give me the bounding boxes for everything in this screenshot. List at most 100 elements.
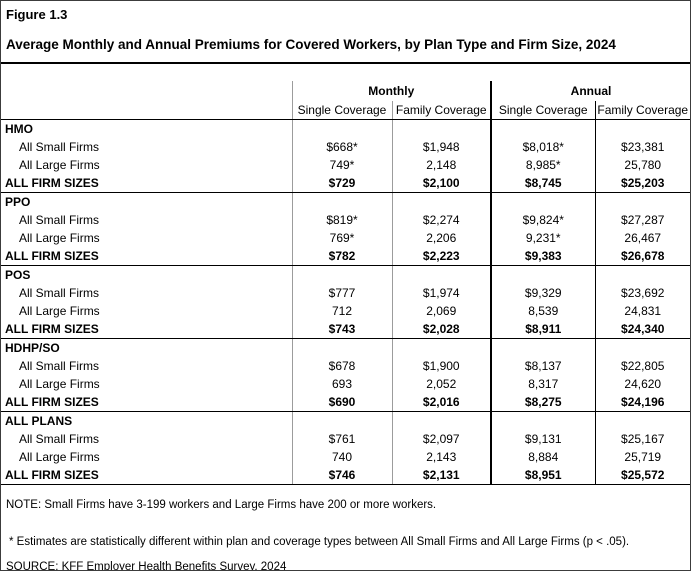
value-cell: $761 — [292, 430, 393, 448]
cell-empty — [292, 411, 393, 430]
column-header-annual-family: Family Coverage — [595, 101, 690, 120]
value-cell: $9,824* — [491, 211, 596, 229]
value-cell: 749* — [292, 156, 393, 174]
table-row: All Large Firms 693 2,052 8,317 24,620 — [1, 375, 690, 393]
value-cell: $23,381 — [621, 140, 665, 154]
value-cell: $1,974 — [392, 284, 492, 302]
table-total-row: ALL FIRM SIZES $782 $2,223 $9,383 $26,67… — [1, 247, 690, 266]
value-cell: $2,097 — [392, 430, 492, 448]
cell-empty — [491, 192, 596, 211]
cell-empty — [392, 192, 492, 211]
column-header-monthly-family: Family Coverage — [392, 101, 492, 120]
value-cell: $8,745 — [491, 174, 596, 193]
row-label: ALL FIRM SIZES — [1, 393, 293, 412]
row-label: All Large Firms — [1, 302, 293, 320]
cell-empty — [491, 338, 596, 357]
value-cell: 8,317 — [491, 375, 596, 393]
value-cell: $1,948 — [392, 138, 492, 156]
value-cell: 25,780 — [624, 158, 662, 172]
section-name: PPO — [1, 192, 293, 211]
section-header-row: POS — [1, 265, 690, 285]
section-header-row: HDHP/SO — [1, 338, 690, 358]
value-cell: $8,275 — [491, 393, 596, 412]
table-total-row: ALL FIRM SIZES $729 $2,100 $8,745 $25,20… — [1, 174, 690, 193]
cell-empty — [292, 338, 393, 357]
cell-empty — [491, 119, 596, 138]
value-cell: $2,223 — [392, 247, 492, 266]
value-cell: $24,196 — [595, 393, 690, 412]
cell-empty — [595, 412, 690, 431]
cell-empty — [292, 265, 393, 284]
value-cell: $8,018* — [491, 138, 596, 156]
table-row: All Large Firms 740 2,143 8,884 25,719 — [1, 448, 690, 466]
cell-empty — [595, 120, 690, 139]
row-label: All Large Firms — [1, 375, 293, 393]
value-cell: $27,287 — [621, 213, 665, 227]
value-cell: 8,884 — [491, 448, 596, 466]
value-cell: 8,539 — [491, 302, 596, 320]
value-cell: $9,131 — [491, 430, 596, 448]
value-cell: $1,900 — [392, 357, 492, 375]
section-name: HDHP/SO — [1, 338, 293, 357]
value-cell: $24,340 — [595, 320, 690, 339]
value-cell: 8,985* — [491, 156, 596, 174]
value-cell: $777 — [292, 284, 393, 302]
note-text: NOTE: Small Firms have 3-199 workers and… — [6, 499, 437, 511]
cell-empty — [292, 192, 393, 211]
table-row: All Small Firms $819* $2,274 $9,824* $27… — [1, 211, 690, 229]
source-text: SOURCE: KFF Employer Health Benefits Sur… — [6, 561, 287, 571]
cell-empty — [595, 193, 690, 212]
value-cell: 2,052 — [392, 375, 492, 393]
table-row: All Small Firms $761 $2,097 $9,131 $25,1… — [1, 430, 690, 448]
column-group-header-row: Monthly Annual — [1, 81, 690, 101]
table-row: All Large Firms 749* 2,148 8,985* 25,780 — [1, 156, 690, 174]
row-label: All Small Firms — [1, 430, 293, 448]
value-cell: $743 — [292, 320, 393, 339]
value-cell: $678 — [292, 357, 393, 375]
value-cell: $690 — [292, 393, 393, 412]
value-cell: $25,572 — [595, 466, 690, 485]
table-row: All Small Firms $678 $1,900 $8,137 $22,8… — [1, 357, 690, 375]
cell-empty — [595, 266, 690, 285]
cell-empty — [491, 411, 596, 430]
figure-number: Figure 1.3 — [6, 7, 68, 22]
value-cell: $25,203 — [595, 174, 690, 193]
section-name: ALL PLANS — [1, 411, 293, 430]
value-cell: $746 — [292, 466, 393, 485]
row-label: All Large Firms — [1, 156, 293, 174]
cell-empty — [392, 119, 492, 138]
section-name: HMO — [1, 119, 293, 138]
value-cell: $819* — [292, 211, 393, 229]
value-cell: 740 — [292, 448, 393, 466]
value-cell: $729 — [292, 174, 393, 193]
value-cell: $8,951 — [491, 466, 596, 485]
cell-empty — [595, 339, 690, 358]
column-subheader-row: Single Coverage Family Coverage Single C… — [1, 101, 690, 120]
value-cell: 712 — [292, 302, 393, 320]
value-cell: $2,028 — [392, 320, 492, 339]
table-row: All Large Firms 712 2,069 8,539 24,831 — [1, 302, 690, 320]
cell-empty — [392, 411, 492, 430]
row-label: ALL FIRM SIZES — [1, 174, 293, 193]
value-cell: 2,143 — [392, 448, 492, 466]
row-label: ALL FIRM SIZES — [1, 466, 293, 485]
value-cell: $668* — [292, 138, 393, 156]
value-cell: 9,231* — [491, 229, 596, 247]
row-label: All Small Firms — [1, 138, 293, 156]
column-group-monthly: Monthly — [292, 81, 492, 101]
column-group-annual: Annual — [570, 84, 612, 98]
table-total-row: ALL FIRM SIZES $690 $2,016 $8,275 $24,19… — [1, 393, 690, 412]
value-cell: 24,831 — [624, 304, 662, 318]
figure-title: Average Monthly and Annual Premiums for … — [6, 37, 616, 52]
estimates-note-text: * Estimates are statistically different … — [9, 536, 630, 548]
value-cell: $9,329 — [491, 284, 596, 302]
table-row: All Small Firms $777 $1,974 $9,329 $23,6… — [1, 284, 690, 302]
value-cell: $22,805 — [621, 359, 665, 373]
row-label: All Small Firms — [1, 211, 293, 229]
cell-empty — [292, 119, 393, 138]
section-header-row: HMO — [1, 119, 690, 139]
value-cell: 2,069 — [392, 302, 492, 320]
value-cell: $9,383 — [491, 247, 596, 266]
cell-empty — [392, 265, 492, 284]
value-cell: 769* — [292, 229, 393, 247]
